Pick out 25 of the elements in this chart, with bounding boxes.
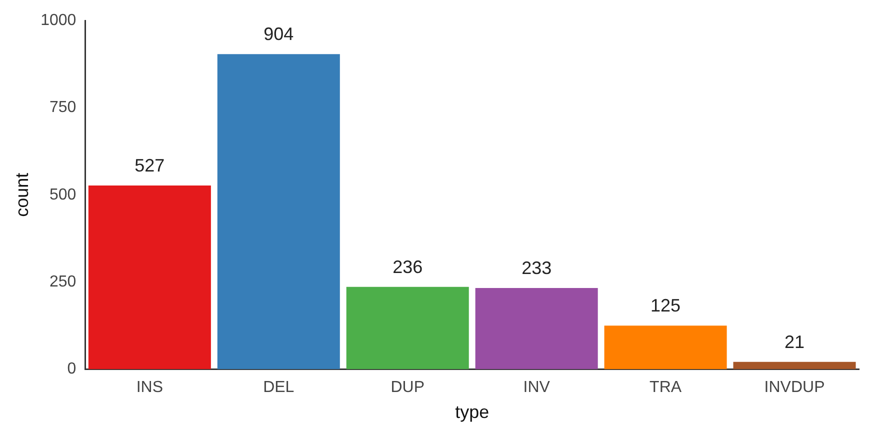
data-label: 21: [784, 332, 805, 352]
y-tick-label: 750: [49, 99, 76, 116]
data-label: 125: [650, 296, 681, 316]
y-axis-title: count: [12, 172, 32, 217]
data-label: 236: [392, 256, 423, 277]
data-label: 527: [134, 155, 165, 176]
x-tick-label: DEL: [263, 379, 294, 396]
x-tick-label: INVDUP: [764, 379, 825, 396]
x-tick-label: DUP: [390, 379, 425, 396]
y-tick-label: 1000: [40, 12, 76, 30]
bar: [733, 362, 856, 370]
y-tick-label: 500: [49, 186, 76, 204]
bar: [346, 286, 469, 370]
data-label: 233: [522, 258, 552, 278]
y-tick-label: 0: [67, 360, 76, 378]
bar: [475, 288, 598, 370]
bar: [88, 185, 211, 370]
bar: [217, 54, 340, 370]
data-label: 904: [264, 24, 294, 44]
x-tick-label: INV: [523, 379, 550, 396]
x-tick-label: INS: [136, 379, 164, 396]
y-tick-label: 250: [49, 273, 76, 290]
bar: [604, 326, 727, 370]
x-tick-label: TRA: [650, 379, 682, 396]
x-axis-title: type: [455, 402, 490, 422]
